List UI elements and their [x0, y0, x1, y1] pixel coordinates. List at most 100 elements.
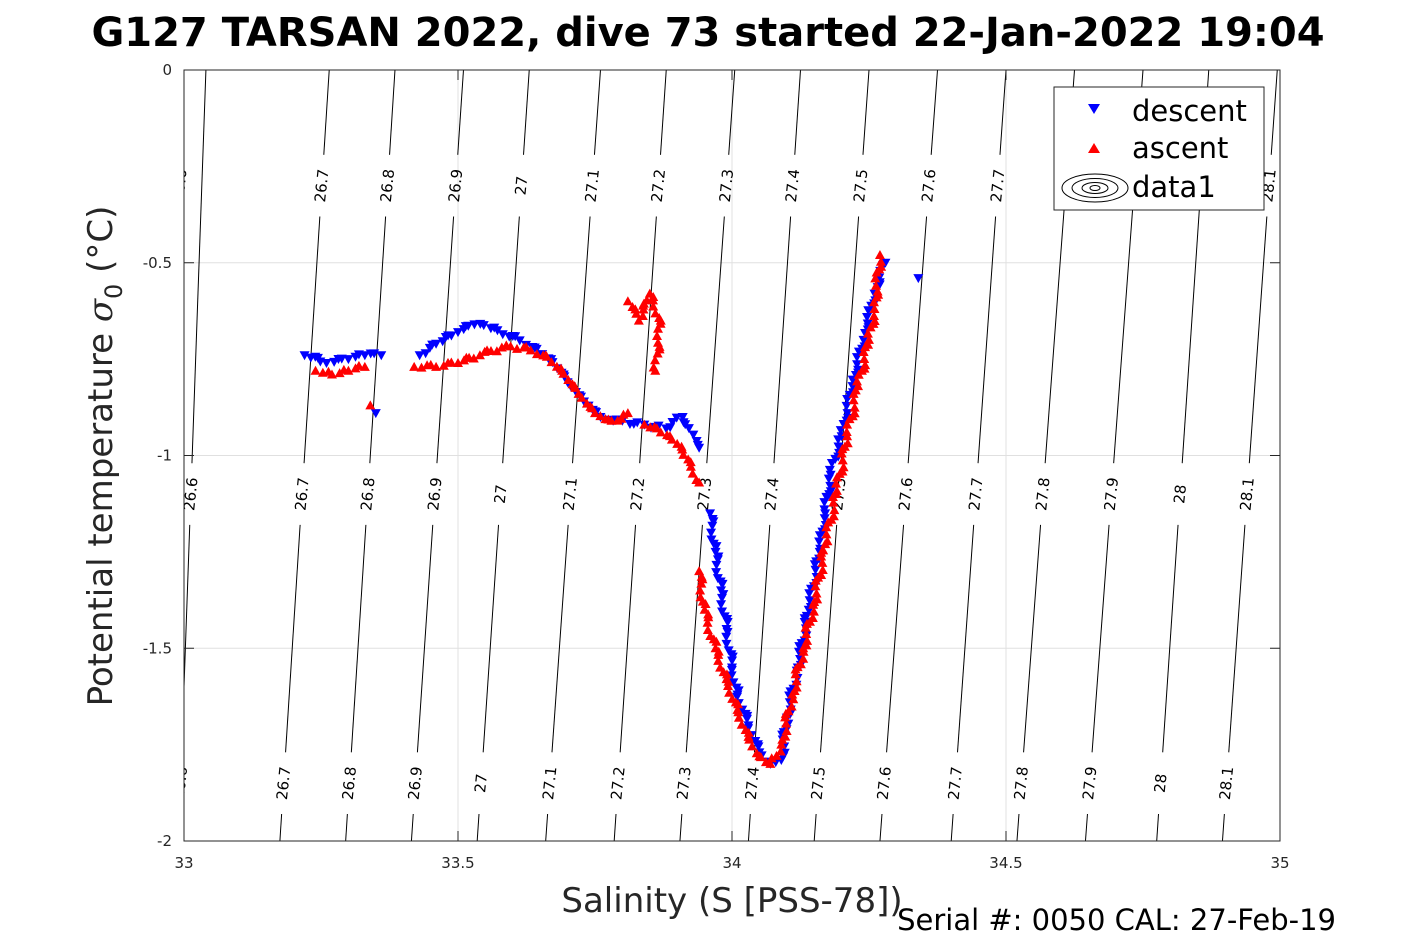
ascent-point — [858, 347, 869, 357]
isopycnal-label: 27.1 — [560, 476, 581, 511]
isopycnal-label: 28 — [1170, 484, 1190, 505]
isopycnal-line — [879, 813, 883, 841]
isopycnal-line — [572, 216, 591, 464]
y-axis-label-unit: (°C) — [81, 206, 121, 284]
isopycnal-line — [323, 70, 330, 155]
isopycnal-label: 27.4 — [782, 168, 803, 203]
ascent-point — [630, 304, 641, 314]
ascent-point — [869, 316, 880, 326]
ascent-point — [678, 449, 689, 459]
ascent-point — [870, 280, 881, 290]
isopycnal-label: 28.1 — [1216, 766, 1237, 801]
y-axis-label-subscript: 0 — [100, 284, 128, 299]
isopycnal-line — [957, 524, 975, 753]
descent-point — [531, 344, 542, 354]
ascent-point — [633, 315, 644, 325]
ascent-point — [755, 752, 766, 762]
legend-descent-marker — [1088, 104, 1100, 114]
ascent-point — [872, 286, 883, 296]
isopycnal-label: 27 — [511, 175, 531, 196]
legend-data1-label: data1 — [1132, 170, 1216, 204]
isopycnal-line — [794, 70, 801, 155]
isopycnal-line — [753, 524, 771, 753]
ascent-point — [353, 360, 364, 370]
descent-point — [492, 326, 503, 336]
isopycnal-line — [502, 216, 520, 464]
descent-point — [716, 593, 727, 603]
isopycnal-label: 26.6 — [180, 476, 201, 511]
descent-point — [722, 627, 733, 637]
ascent-point — [666, 434, 677, 444]
ascent-point — [838, 462, 849, 472]
isopycnal-line — [685, 524, 703, 753]
isopycnal-line — [416, 524, 434, 753]
ascent-point — [842, 419, 853, 429]
isopycnal-line — [977, 216, 997, 464]
ascent-point — [775, 746, 786, 756]
ascent-point — [849, 402, 860, 412]
isopycnal-line — [1270, 70, 1278, 155]
isopycnal-label: 26.9 — [424, 476, 445, 511]
ascent-point — [744, 734, 755, 744]
isopycnal-line — [369, 216, 387, 464]
ascent-point — [859, 354, 870, 364]
ascent-point — [637, 310, 648, 320]
chart-title: G127 TARSAN 2022, dive 73 started 22-Jan… — [91, 10, 1324, 56]
isopycnal-line — [728, 70, 736, 155]
descent-point — [343, 355, 354, 365]
ascent-point — [786, 701, 797, 711]
ascent-point — [791, 676, 802, 686]
descent-point — [359, 351, 370, 361]
descent-point — [814, 537, 825, 547]
isopycnal-label: 27.2 — [627, 476, 648, 511]
descent-point — [420, 349, 431, 359]
ascent-point — [822, 536, 833, 546]
descent-point — [653, 421, 664, 431]
descent-point — [706, 528, 717, 538]
descent-point — [742, 714, 753, 724]
isopycnal-line — [157, 216, 179, 841]
ascent-point — [853, 381, 864, 391]
isopycnal-label: 27.5 — [808, 766, 829, 801]
descent-point — [671, 413, 682, 423]
ascent-point — [723, 681, 734, 691]
ascent-point — [525, 345, 536, 355]
descent-point — [913, 274, 924, 284]
ascent-point — [697, 574, 708, 584]
descent-point — [804, 596, 815, 606]
ascent-point — [700, 598, 711, 608]
isopycnal-line — [886, 524, 905, 753]
legend: descent ascent data1 — [1053, 86, 1265, 211]
ascent-point — [491, 346, 502, 356]
isopycnal-line — [619, 524, 637, 753]
ascent-point — [817, 557, 828, 567]
ascent-point — [685, 457, 696, 467]
ascent-point — [821, 529, 832, 539]
x-tick-label: 34 — [722, 854, 741, 872]
ascent-point — [848, 395, 859, 405]
ascent-point — [828, 511, 839, 521]
ascent-point — [650, 365, 661, 375]
ascent-point — [743, 727, 754, 737]
descent-point — [694, 443, 705, 453]
ascent-point — [431, 361, 442, 371]
isopycnal-label: 27 — [491, 484, 511, 505]
ascent-point — [818, 545, 829, 555]
descent-point — [862, 319, 873, 329]
ascent-point — [780, 731, 791, 741]
descent-point — [712, 555, 723, 565]
ascent-point — [310, 365, 321, 375]
isopycnal-line — [523, 70, 530, 155]
legend-box — [1053, 86, 1265, 211]
descent-point — [446, 331, 457, 341]
legend-descent-label: descent — [1132, 94, 1247, 128]
ascent-point — [817, 565, 828, 575]
isopycnal-label: 27.5 — [850, 168, 871, 203]
ascent-point — [641, 295, 652, 305]
y-tick-label: -1.5 — [143, 639, 172, 657]
descent-point — [732, 692, 743, 702]
ascent-point — [713, 655, 724, 665]
isopycnal-line — [613, 813, 617, 841]
ascent-point — [766, 753, 777, 763]
